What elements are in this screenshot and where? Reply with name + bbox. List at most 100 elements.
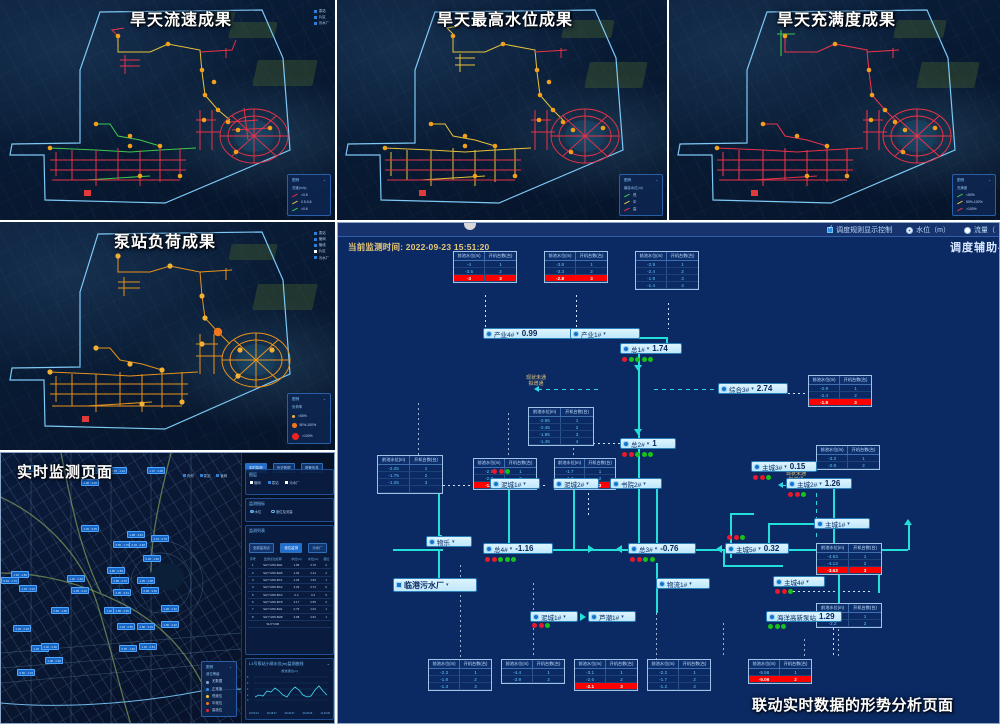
- chevron-down-icon[interactable]: ▾: [603, 330, 606, 337]
- radio-icon[interactable]: [964, 226, 971, 234]
- legend-collapse-icon[interactable]: ⌄: [322, 178, 326, 183]
- checkbox-icon[interactable]: [285, 481, 289, 484]
- table-row[interactable]: 1 SHYY206-BH1 1.95 3.79 2: [248, 562, 331, 570]
- map-layer-item[interactable]: 管网: [216, 473, 227, 478]
- map-tag[interactable]: 1.98 · 4.81: [127, 531, 146, 538]
- chevron-down-icon[interactable]: ▾: [446, 582, 449, 588]
- chevron-down-icon[interactable]: ▾: [784, 463, 787, 470]
- map-tag[interactable]: 1.80 · 2.56: [107, 567, 126, 574]
- node-chanye-1[interactable]: 产业1# ▾: [570, 328, 640, 339]
- checkbox-icon[interactable]: [313, 243, 317, 247]
- map-tag[interactable]: 1.40 · 3.02: [19, 585, 38, 592]
- node-nicheng-1b[interactable]: 泥城1# ▾: [530, 611, 578, 622]
- checkbox-icon[interactable]: [267, 481, 271, 484]
- checkbox-icon[interactable]: [313, 231, 317, 235]
- layer-toggle-list[interactable]: 泵站 片区 污水厂: [313, 8, 329, 26]
- chevron-down-icon[interactable]: ▾: [751, 385, 754, 392]
- layer-toggle-item[interactable]: 泵站: [313, 230, 329, 236]
- checkbox-icon[interactable]: [313, 9, 317, 13]
- chevron-down-icon[interactable]: ▾: [516, 330, 519, 337]
- table-row[interactable]: 4 SHYY206-BC2 4.29 4.74 0: [248, 583, 331, 592]
- map-tag[interactable]: 0.65 · 1.12: [109, 467, 128, 474]
- layer-option[interactable]: 管网: [250, 480, 261, 485]
- map-tag[interactable]: 0.98 · 4: [83, 467, 98, 474]
- map-layer-item[interactable]: 内河: [183, 473, 194, 478]
- layer-option[interactable]: 泵站: [267, 480, 278, 485]
- map-tag[interactable]: 1.25 · 3.05: [81, 525, 100, 532]
- map-tag[interactable]: 1.88 · 4.25: [137, 623, 156, 630]
- indicator-option[interactable]: 液位及流量: [271, 509, 293, 514]
- map-tag[interactable]: 1.37 · 2.08: [147, 467, 166, 474]
- node-zhucheng-4[interactable]: 主城4# ▾: [773, 576, 825, 587]
- node-zonghe-3[interactable]: 综合3# ▾ 2.74: [718, 383, 788, 394]
- table-row[interactable]: 8 SHYY206-BH8 3.98 4.54 1: [248, 613, 331, 622]
- node-luchao-1[interactable]: 芦潮1# ▾: [588, 611, 636, 622]
- layer-toggle-item[interactable]: 片区: [313, 248, 329, 254]
- control-flow[interactable]: 流量（: [964, 225, 995, 235]
- layer-toggle-item[interactable]: 泵站: [313, 8, 329, 14]
- layer-toggle-list[interactable]: 泵站 管网 管线 片区 污水厂: [313, 230, 329, 261]
- diagram-controls[interactable]: 调度规则显示控制 水位（m） 流量（: [827, 225, 995, 235]
- table-row[interactable]: 5 SHYY206-BC4 0.4 0.2 5: [248, 591, 331, 599]
- checkbox-icon[interactable]: [199, 474, 203, 477]
- node-zong-1[interactable]: 总1# ▾ 1.74: [620, 343, 682, 354]
- legend-collapse-icon[interactable]: ⌄: [322, 397, 326, 402]
- layer-option-list[interactable]: 管网 泵站 污水厂: [246, 480, 333, 485]
- map-layer-item[interactable]: 泵站: [199, 473, 210, 478]
- chevron-down-icon[interactable]: ▾: [452, 538, 455, 545]
- map-tag[interactable]: 0.95 · 1.82: [119, 645, 138, 652]
- map-tag[interactable]: 1.26 · 2.40: [67, 575, 86, 582]
- node-lingang-wwtp[interactable]: 临港污水厂 ▾: [393, 578, 477, 592]
- node-nicheng-2[interactable]: 泥城2# ▾: [553, 478, 599, 489]
- chevron-down-icon[interactable]: ▾: [523, 480, 526, 487]
- table-row[interactable]: SHYY206: [248, 620, 331, 629]
- control-rule-display[interactable]: 调度规则显示控制: [827, 225, 892, 235]
- node-shuyuan-2[interactable]: 书院2# ▾: [610, 478, 662, 489]
- table-row[interactable]: 7 SHYY206-BH1 0.79 1.04 1: [248, 605, 331, 614]
- map-tag[interactable]: 2.08 · 3.50: [141, 587, 160, 594]
- radio-icon[interactable]: [906, 226, 914, 234]
- checkbox-icon[interactable]: [183, 474, 186, 477]
- legend-collapse-icon[interactable]: ⌄: [987, 178, 991, 183]
- checkbox-icon[interactable]: [216, 474, 220, 477]
- legend-collapse-icon[interactable]: ⌄: [228, 664, 232, 669]
- node-zong-4[interactable]: 总4# ▾ -1.16: [483, 543, 553, 554]
- node-wule[interactable]: 物乐 ▾: [426, 536, 472, 547]
- map-tag[interactable]: 1.06 · 2.12: [71, 587, 90, 594]
- layer-toggle-item[interactable]: 污水厂: [313, 255, 329, 261]
- chevron-down-icon[interactable]: ▾: [646, 345, 650, 352]
- checkbox-icon[interactable]: [313, 249, 317, 253]
- map-tag[interactable]: 0.50 · 1.23: [17, 669, 36, 676]
- chevron-down-icon[interactable]: ▾: [586, 480, 589, 487]
- filter-all-points[interactable]: 全部监测点: [249, 542, 274, 553]
- chevron-down-icon[interactable]: ▾: [654, 545, 658, 552]
- table-row[interactable]: 6 SHYY206-BC5 2.17 2.55 2: [248, 598, 331, 607]
- map-tag[interactable]: 1.95 · 2.59: [113, 607, 132, 614]
- chevron-down-icon[interactable]: ▾: [819, 480, 822, 487]
- node-zong-2[interactable]: 总2# ▾ 1: [620, 438, 676, 449]
- layer-toggle-item[interactable]: 污水厂: [313, 20, 329, 26]
- map-tag[interactable]: 2.04 · 2.68: [129, 541, 148, 548]
- chart-collapse-icon[interactable]: ⌄: [326, 661, 330, 666]
- radio-icon[interactable]: [250, 509, 254, 513]
- map-tag[interactable]: 1.08 · 2.92: [45, 657, 64, 664]
- monitoring-data-table[interactable]: 序号 监测点位名称 水位(m) 水位(m) 液位 1 SHYY206-BH1 1.9…: [246, 556, 333, 629]
- node-haiyang-pump-station[interactable]: 海洋高新泵站 1.29: [766, 611, 842, 622]
- map-tag[interactable]: 1.28 · 2.92: [161, 605, 180, 612]
- node-zhucheng-2[interactable]: 主城2# ▾ 1.26: [786, 478, 852, 489]
- checkbox-icon[interactable]: [827, 225, 833, 233]
- legend-collapse-icon[interactable]: ⌄: [654, 178, 658, 183]
- node-zhucheng-1[interactable]: 主城1# ▾: [814, 518, 870, 529]
- map-tag[interactable]: 1.98 · 4.66: [81, 479, 100, 486]
- map-tag[interactable]: 1.35 · 3.21: [113, 589, 132, 596]
- map-tag[interactable]: 1.04 · 2.54: [139, 643, 158, 650]
- layer-toggle-item[interactable]: 片区: [313, 14, 329, 20]
- map-layer-checks[interactable]: 内河 泵站 管网: [183, 473, 227, 478]
- table-row[interactable]: 3 SHYY206-BC1 1.25 1.54 1: [248, 576, 331, 585]
- filter-wwtp[interactable]: 污水厂: [308, 542, 327, 553]
- node-zong-3[interactable]: 总3# ▾ -0.76: [628, 543, 696, 554]
- layer-option[interactable]: 污水厂: [285, 480, 300, 485]
- map-tag[interactable]: 1.80 · 2.70: [111, 577, 130, 584]
- map-tag[interactable]: 1.08 · 2.05: [23, 465, 42, 472]
- chevron-down-icon[interactable]: ▾: [689, 580, 692, 587]
